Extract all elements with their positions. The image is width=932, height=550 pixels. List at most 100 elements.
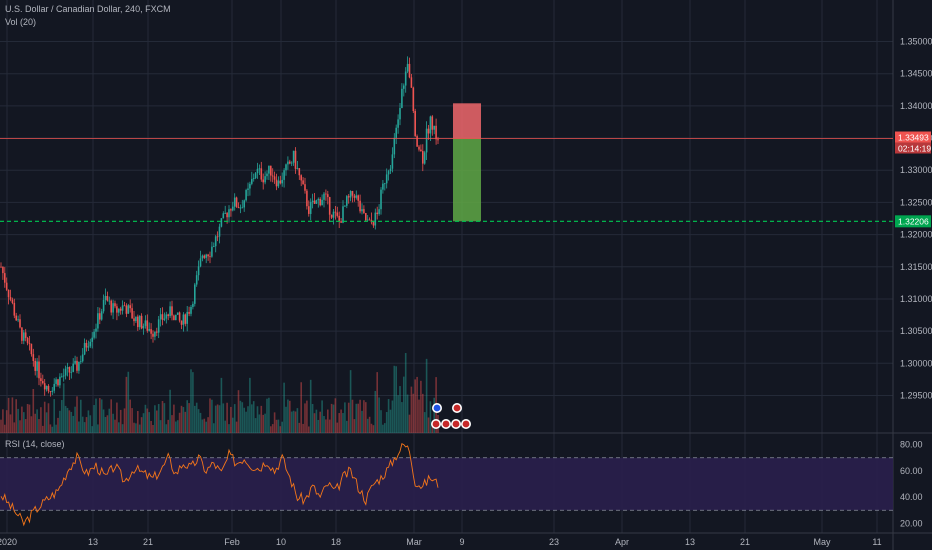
volume-bar	[391, 400, 394, 433]
candle-body	[416, 135, 418, 147]
time-axis[interactable]: 2020 13 21 Feb 10 18 Mar 9 23 Apr 13 21 May 11	[0, 537, 882, 547]
candle-body	[366, 219, 369, 221]
candle-body	[180, 320, 183, 325]
volume-bar	[237, 390, 240, 433]
candle-body	[237, 206, 240, 209]
volume-bar	[129, 399, 131, 433]
volume-bar	[150, 420, 152, 433]
short-position-tool[interactable]	[453, 103, 481, 222]
volume-bar	[292, 410, 295, 433]
candle-body	[323, 193, 325, 200]
candle-body	[351, 191, 354, 196]
volume-bar	[140, 417, 143, 433]
volume-legend[interactable]: Vol (20)	[5, 17, 37, 27]
volume-bar	[323, 415, 325, 433]
candle-body	[70, 371, 73, 373]
candle-body	[159, 314, 162, 320]
volume-bar	[142, 413, 145, 433]
candle-body	[85, 342, 88, 348]
volume-bar	[226, 402, 228, 433]
candle-body	[271, 175, 274, 177]
volume-bar	[308, 426, 310, 433]
volume-bar	[47, 403, 50, 433]
volume-bar	[157, 404, 160, 433]
stop-loss-zone	[453, 103, 481, 139]
candle-body	[214, 236, 217, 247]
volume-bar	[133, 422, 135, 433]
volume-bar	[81, 416, 84, 433]
candle-body	[49, 391, 52, 392]
volume-bar	[233, 404, 236, 433]
event-markers[interactable]	[431, 403, 471, 429]
volume-bar	[161, 400, 164, 433]
candle-body	[243, 200, 245, 208]
symbol-legend[interactable]: U.S. Dollar / Canadian Dollar, 240, FXCM	[5, 4, 171, 14]
volume-bar	[241, 402, 244, 433]
candle-body	[435, 125, 437, 140]
volume-bar	[330, 403, 333, 433]
price-tick-label: 1.30500	[900, 326, 932, 336]
candle-body	[344, 205, 346, 207]
volume-bar	[93, 405, 95, 433]
candle-body	[163, 318, 166, 320]
volume-bar	[85, 417, 88, 433]
volume-bar	[80, 399, 82, 433]
candle-body	[114, 303, 116, 307]
volume-bar	[203, 418, 206, 433]
volume-bar	[425, 358, 428, 433]
candle-body	[9, 297, 12, 300]
candle-body	[418, 146, 420, 150]
time-tick-label: 9	[459, 537, 464, 547]
candle-body	[224, 212, 226, 214]
candle-body	[154, 331, 156, 337]
countdown-tag	[895, 142, 931, 154]
volume-bar	[49, 424, 52, 433]
volume-bar	[251, 404, 253, 433]
volume-bar	[290, 411, 293, 433]
candle-body	[43, 383, 46, 390]
candle-body	[89, 341, 92, 347]
candle-body	[384, 183, 386, 185]
candle-body	[437, 139, 439, 141]
candle-body	[121, 305, 124, 311]
volume-bar	[176, 420, 179, 433]
candle-body	[403, 85, 405, 89]
candle-body	[275, 179, 278, 187]
rsi-tick-label: 60.00	[900, 466, 923, 476]
volume-bar	[247, 406, 249, 433]
rsi-pane	[0, 443, 893, 527]
price-axis[interactable]: 1.350001.345001.340001.335001.330001.325…	[895, 37, 932, 529]
volume-bar	[311, 403, 314, 433]
candle-body	[268, 165, 270, 174]
volume-bar	[224, 420, 226, 433]
volume-bar	[61, 400, 63, 433]
volume-bar	[359, 399, 361, 433]
rsi-legend[interactable]: RSI (14, close)	[5, 439, 65, 449]
time-tick-label: Mar	[406, 537, 422, 547]
volume-bar	[62, 383, 65, 433]
volume-bar	[347, 402, 350, 433]
volume-bar	[138, 424, 141, 433]
candle-body	[81, 354, 84, 362]
volume-bar	[283, 382, 285, 433]
price-tick-label: 1.32500	[900, 197, 932, 207]
candle-body	[256, 168, 259, 174]
candle-body	[108, 300, 111, 302]
candle-body	[207, 254, 209, 257]
volume-bar	[281, 421, 283, 433]
volume-bar	[0, 419, 2, 433]
candle-body	[199, 258, 202, 267]
candle-body	[186, 311, 188, 324]
price-tick-label: 1.35000	[900, 37, 932, 47]
candle-body	[239, 207, 242, 209]
volume-bar	[387, 399, 390, 433]
volume-bar	[344, 402, 346, 433]
event-flag-icon	[453, 404, 461, 412]
rsi-tick-label: 80.00	[900, 440, 923, 450]
candle-body	[391, 154, 394, 169]
price-candles	[0, 56, 439, 397]
rsi-line	[0, 443, 439, 527]
candle-body	[319, 198, 321, 206]
volume-bar	[298, 422, 301, 433]
